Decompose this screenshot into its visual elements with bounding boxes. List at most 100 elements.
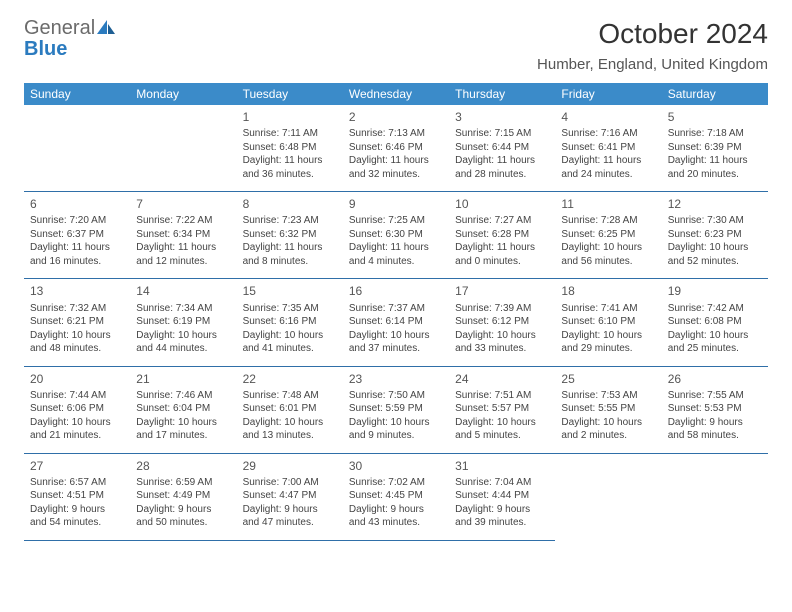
logo: General Blue <box>24 18 115 60</box>
sunrise-line: Sunrise: 7:48 AM <box>243 389 337 403</box>
calendar-empty-cell <box>555 454 661 541</box>
daylight-line: Daylight: 11 hours and 12 minutes. <box>136 241 230 268</box>
sunset-line: Sunset: 6:41 PM <box>561 141 655 155</box>
sunrise-line: Sunrise: 7:00 AM <box>243 476 337 490</box>
sunrise-line: Sunrise: 7:28 AM <box>561 214 655 228</box>
day-number: 2 <box>349 109 443 125</box>
daylight-line: Daylight: 9 hours and 50 minutes. <box>136 503 230 530</box>
sunset-line: Sunset: 6:06 PM <box>30 402 124 416</box>
sunset-line: Sunset: 6:10 PM <box>561 315 655 329</box>
day-number: 17 <box>455 283 549 299</box>
calendar-day-21: 21Sunrise: 7:46 AMSunset: 6:04 PMDayligh… <box>130 367 236 454</box>
calendar-day-26: 26Sunrise: 7:55 AMSunset: 5:53 PMDayligh… <box>662 367 768 454</box>
daylight-line: Daylight: 10 hours and 17 minutes. <box>136 416 230 443</box>
weekday-header-monday: Monday <box>130 83 236 105</box>
day-number: 5 <box>668 109 762 125</box>
sunrise-line: Sunrise: 7:30 AM <box>668 214 762 228</box>
daylight-line: Daylight: 11 hours and 4 minutes. <box>349 241 443 268</box>
sunset-line: Sunset: 5:57 PM <box>455 402 549 416</box>
sunset-line: Sunset: 6:16 PM <box>243 315 337 329</box>
calendar-day-7: 7 Sunrise: 7:22 AMSunset: 6:34 PMDaylight… <box>130 192 236 279</box>
calendar-day-30: 30Sunrise: 7:02 AMSunset: 4:45 PMDayligh… <box>343 454 449 541</box>
day-number: 19 <box>668 283 762 299</box>
calendar-day-2: 2Sunrise: 7:13 AMSunset: 6:46 PMDaylight… <box>343 105 449 192</box>
sunrise-line: Sunrise: 7:39 AM <box>455 302 549 316</box>
day-number: 25 <box>561 371 655 387</box>
daylight-line: Daylight: 9 hours and 39 minutes. <box>455 503 549 530</box>
calendar-day-8: 8Sunrise: 7:23 AMSunset: 6:32 PMDaylight… <box>237 192 343 279</box>
daylight-line: Daylight: 11 hours and 8 minutes. <box>243 241 337 268</box>
day-number: 30 <box>349 458 443 474</box>
day-number: 18 <box>561 283 655 299</box>
calendar-day-29: 29Sunrise: 7:00 AMSunset: 4:47 PMDayligh… <box>237 454 343 541</box>
daylight-line: Daylight: 11 hours and 16 minutes. <box>30 241 124 268</box>
calendar-empty-cell <box>130 105 236 192</box>
day-number: 11 <box>561 196 655 212</box>
day-number: 27 <box>30 458 124 474</box>
sunset-line: Sunset: 6:25 PM <box>561 228 655 242</box>
sunrise-line: Sunrise: 7:15 AM <box>455 127 549 141</box>
calendar-day-1: 1Sunrise: 7:11 AMSunset: 6:48 PMDaylight… <box>237 105 343 192</box>
location-text: Humber, England, United Kingdom <box>537 56 768 73</box>
calendar-empty-cell <box>662 454 768 541</box>
day-number: 1 <box>243 109 337 125</box>
calendar-day-28: 28Sunrise: 6:59 AMSunset: 4:49 PMDayligh… <box>130 454 236 541</box>
sunrise-line: Sunrise: 6:59 AM <box>136 476 230 490</box>
sunset-line: Sunset: 5:53 PM <box>668 402 762 416</box>
calendar-day-15: 15Sunrise: 7:35 AMSunset: 6:16 PMDayligh… <box>237 279 343 366</box>
calendar-day-5: 5Sunrise: 7:18 AMSunset: 6:39 PMDaylight… <box>662 105 768 192</box>
calendar-day-22: 22Sunrise: 7:48 AMSunset: 6:01 PMDayligh… <box>237 367 343 454</box>
sunrise-line: Sunrise: 7:51 AM <box>455 389 549 403</box>
sunset-line: Sunset: 4:47 PM <box>243 489 337 503</box>
day-number: 16 <box>349 283 443 299</box>
daylight-line: Daylight: 9 hours and 43 minutes. <box>349 503 443 530</box>
calendar-day-4: 4Sunrise: 7:16 AMSunset: 6:41 PMDaylight… <box>555 105 661 192</box>
day-number: 24 <box>455 371 549 387</box>
sunset-line: Sunset: 6:44 PM <box>455 141 549 155</box>
weekday-header-friday: Friday <box>555 83 661 105</box>
sunset-line: Sunset: 6:32 PM <box>243 228 337 242</box>
sunrise-line: Sunrise: 7:42 AM <box>668 302 762 316</box>
sunset-line: Sunset: 6:12 PM <box>455 315 549 329</box>
sunrise-line: Sunrise: 7:46 AM <box>136 389 230 403</box>
sunrise-line: Sunrise: 7:35 AM <box>243 302 337 316</box>
day-number: 26 <box>668 371 762 387</box>
sunrise-line: Sunrise: 7:04 AM <box>455 476 549 490</box>
daylight-line: Daylight: 10 hours and 48 minutes. <box>30 329 124 356</box>
sunset-line: Sunset: 6:34 PM <box>136 228 230 242</box>
weekday-header-tuesday: Tuesday <box>237 83 343 105</box>
sunrise-line: Sunrise: 7:41 AM <box>561 302 655 316</box>
calendar-day-10: 10Sunrise: 7:27 AMSunset: 6:28 PMDayligh… <box>449 192 555 279</box>
day-number: 21 <box>136 371 230 387</box>
calendar-day-20: 20Sunrise: 7:44 AMSunset: 6:06 PMDayligh… <box>24 367 130 454</box>
sunrise-line: Sunrise: 7:22 AM <box>136 214 230 228</box>
calendar-day-25: 25Sunrise: 7:53 AMSunset: 5:55 PMDayligh… <box>555 367 661 454</box>
day-number: 28 <box>136 458 230 474</box>
sunrise-line: Sunrise: 7:34 AM <box>136 302 230 316</box>
day-number: 29 <box>243 458 337 474</box>
daylight-line: Daylight: 10 hours and 2 minutes. <box>561 416 655 443</box>
calendar-day-13: 13Sunrise: 7:32 AMSunset: 6:21 PMDayligh… <box>24 279 130 366</box>
daylight-line: Daylight: 11 hours and 28 minutes. <box>455 154 549 181</box>
calendar-day-19: 19Sunrise: 7:42 AMSunset: 6:08 PMDayligh… <box>662 279 768 366</box>
daylight-line: Daylight: 10 hours and 37 minutes. <box>349 329 443 356</box>
daylight-line: Daylight: 9 hours and 54 minutes. <box>30 503 124 530</box>
daylight-line: Daylight: 11 hours and 0 minutes. <box>455 241 549 268</box>
daylight-line: Daylight: 10 hours and 29 minutes. <box>561 329 655 356</box>
sunrise-line: Sunrise: 7:32 AM <box>30 302 124 316</box>
logo-sail-icon <box>97 18 115 39</box>
day-number: 4 <box>561 109 655 125</box>
weekday-header-wednesday: Wednesday <box>343 83 449 105</box>
sunrise-line: Sunrise: 7:44 AM <box>30 389 124 403</box>
day-number: 7 <box>136 196 230 212</box>
sunrise-line: Sunrise: 7:18 AM <box>668 127 762 141</box>
calendar-day-6: 6Sunrise: 7:20 AMSunset: 6:37 PMDaylight… <box>24 192 130 279</box>
day-number: 6 <box>30 196 124 212</box>
daylight-line: Daylight: 10 hours and 13 minutes. <box>243 416 337 443</box>
daylight-line: Daylight: 11 hours and 36 minutes. <box>243 154 337 181</box>
sunrise-line: Sunrise: 7:50 AM <box>349 389 443 403</box>
logo-text-general: General <box>24 17 95 39</box>
day-number: 8 <box>243 196 337 212</box>
sunset-line: Sunset: 6:19 PM <box>136 315 230 329</box>
daylight-line: Daylight: 10 hours and 41 minutes. <box>243 329 337 356</box>
